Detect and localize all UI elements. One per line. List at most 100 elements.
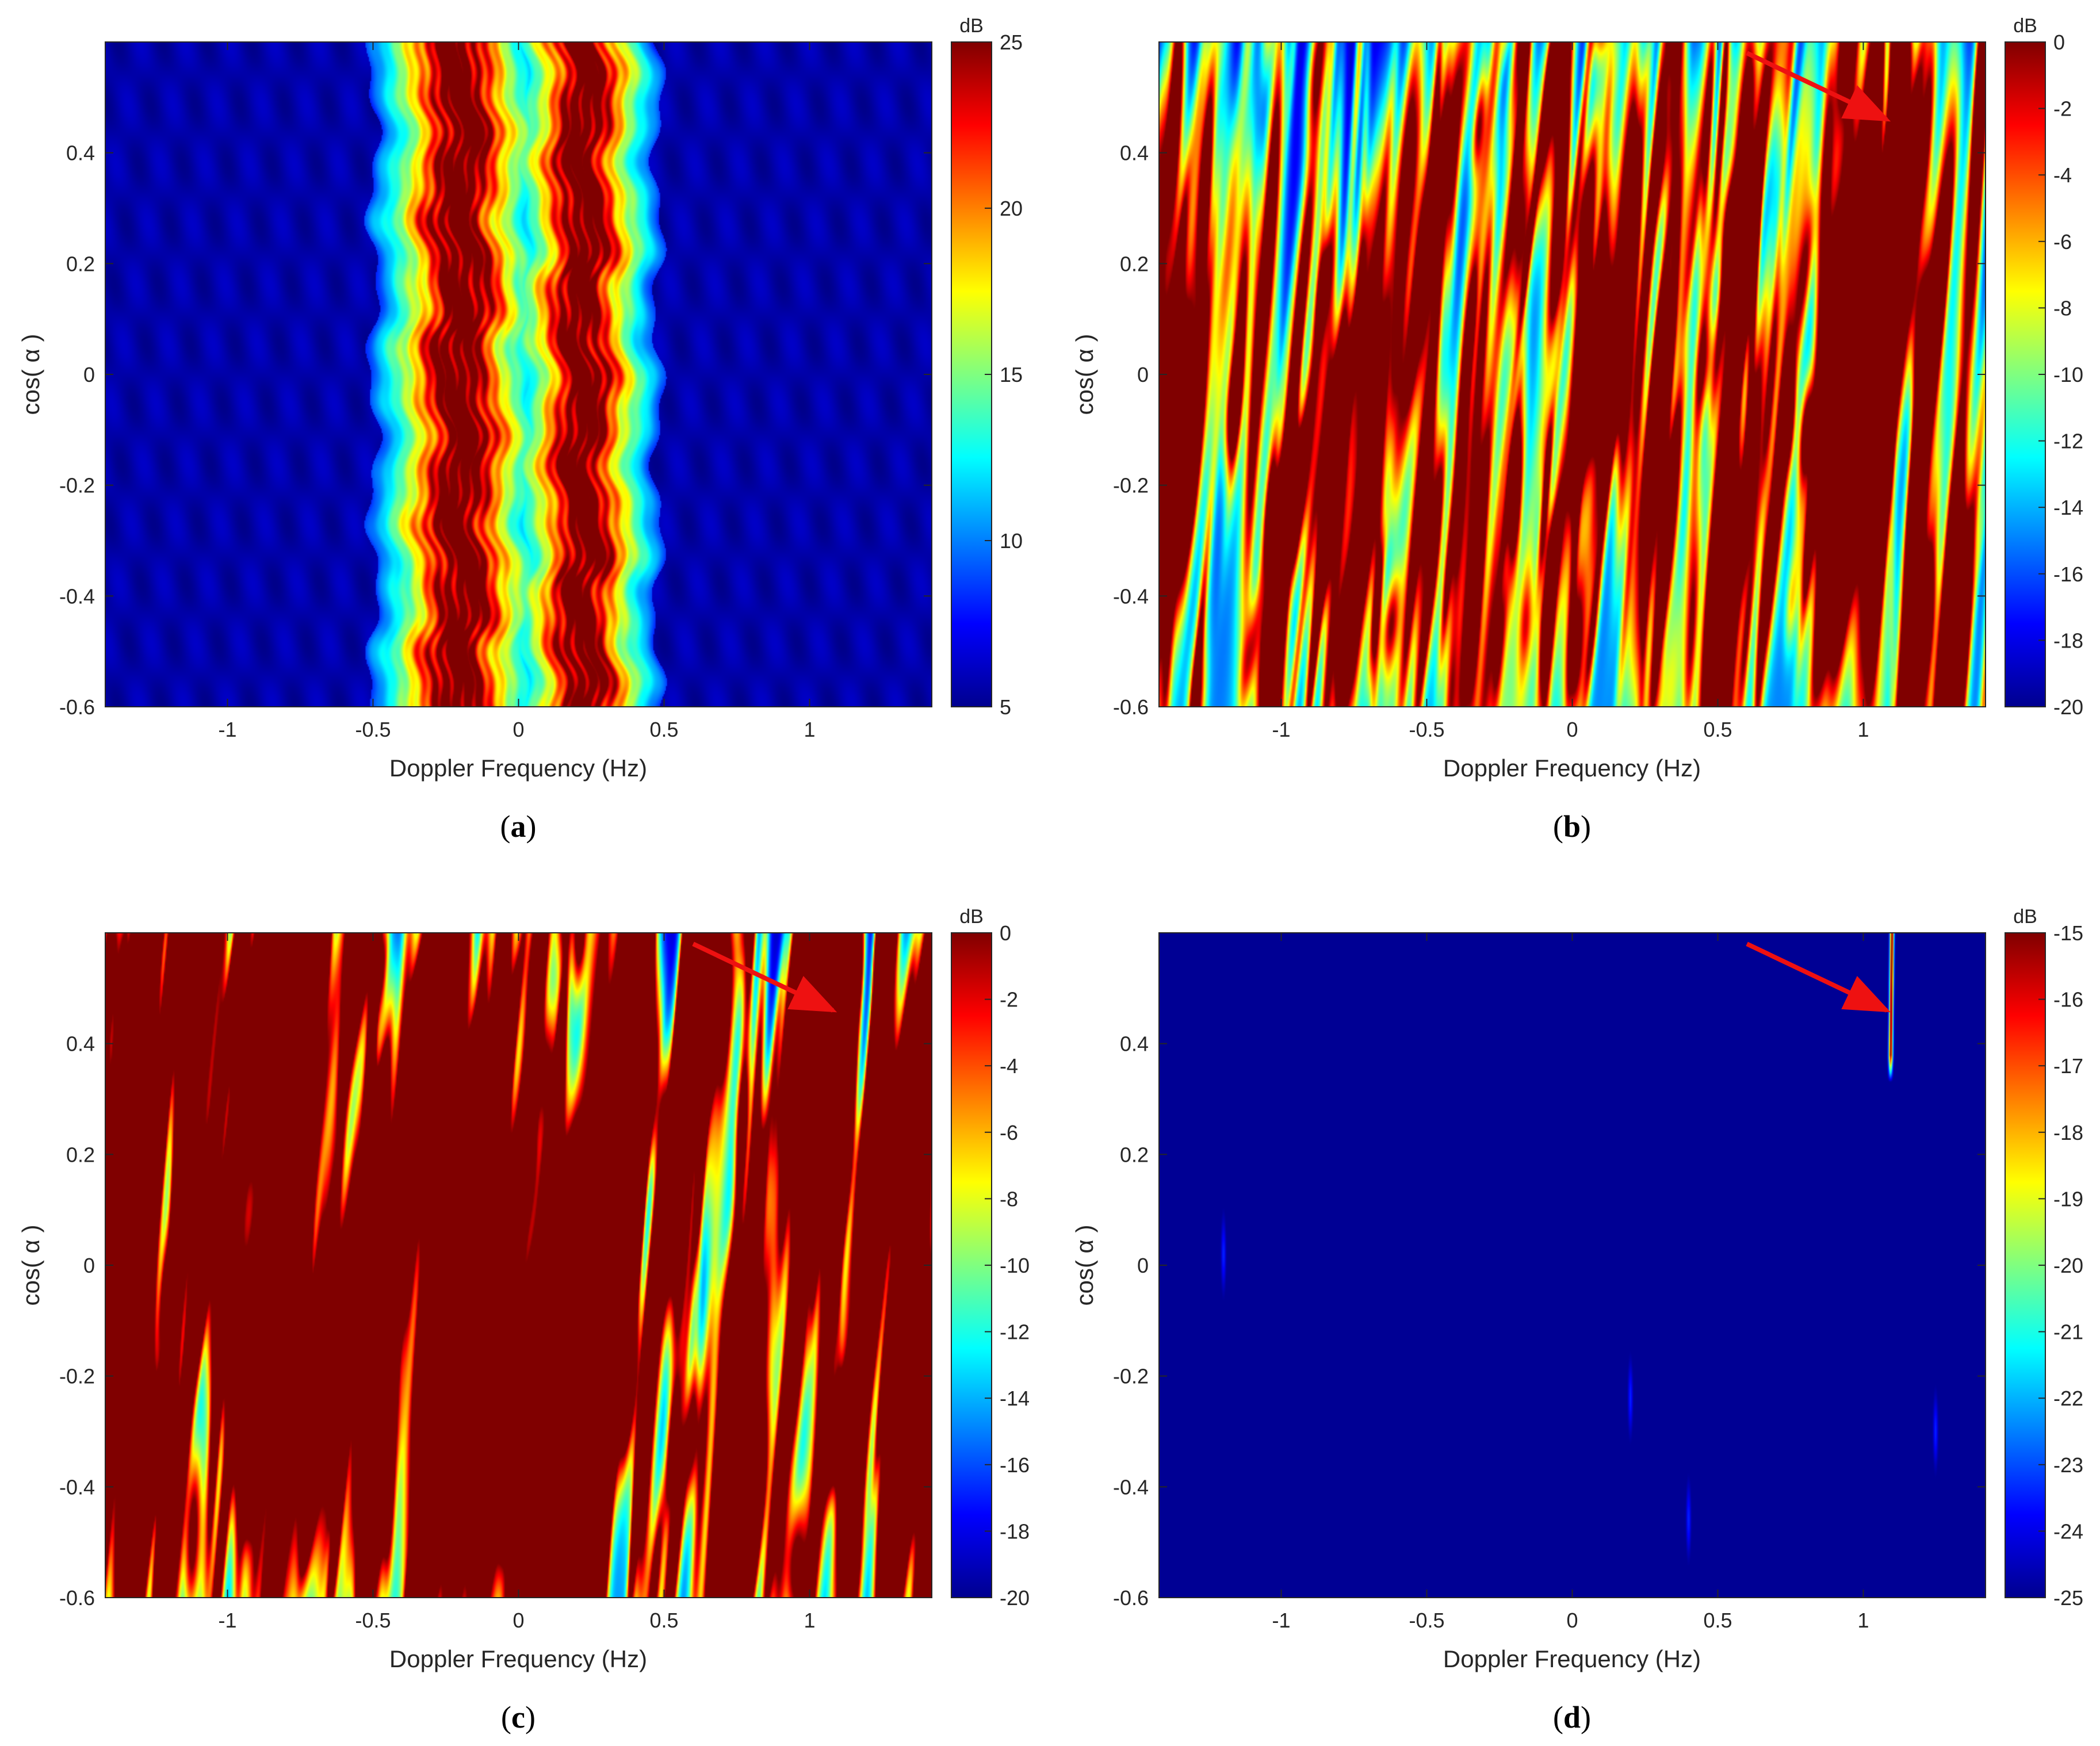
y-axis-label-b: cos( α ) — [1071, 334, 1098, 415]
x-axis-label-b: Doppler Frequency (Hz) — [1443, 755, 1701, 782]
heatmap-b — [1159, 42, 1986, 707]
panel-a: -1 -0.5 0 0.5 1 -0.6 -0.4 -0.2 0 0.2 0.4 Doppler F… — [17, 15, 1023, 844]
subcaption-letter-d: d — [1563, 1700, 1581, 1734]
colorbar-tick-label-b: -2 — [2053, 97, 2072, 121]
annotation-arrow-b — [1746, 51, 1891, 122]
annotation-arrow-d — [1746, 941, 1891, 1013]
colorbar-unit-d: dB — [2013, 906, 2037, 928]
colorbar-tick-label-b: -18 — [2053, 629, 2083, 652]
colorbar-tick-label-b: -20 — [2053, 695, 2083, 719]
colorbar-ticks-a: 5 10 15 20 25 — [985, 30, 1023, 719]
colorbar-tick-label-c: -4 — [1000, 1054, 1018, 1078]
colorbar-tick-label-b: -8 — [2053, 296, 2072, 320]
colorbar-tick-label-a: 10 — [1000, 529, 1023, 553]
colorbar-tick-label-d: -23 — [2053, 1453, 2083, 1477]
colorbar-ticks-b: -20-18-16-14-12-10-8-6-4-20 — [2038, 30, 2083, 719]
x-tick-label-c: 0.5 — [649, 1609, 678, 1632]
subcaption-b: (b) — [1553, 809, 1591, 844]
colorbar-tick-label-c: -16 — [1000, 1453, 1030, 1477]
colorbar-tick-label-b: -6 — [2053, 230, 2072, 254]
subcaption-d: (d) — [1553, 1700, 1591, 1734]
colorbar-tick-label-c: -18 — [1000, 1519, 1030, 1543]
annotation-arrow-c — [692, 941, 837, 1013]
colorbar-tick-label-d: -18 — [2053, 1121, 2083, 1144]
y-tick-label-a: 0.2 — [66, 252, 95, 275]
axes-c: -1 -0.5 0 0.5 1 -0.6 -0.4 -0.2 0 0.2 0.4 — [59, 933, 932, 1632]
x-tick-label-c: -1 — [219, 1609, 237, 1632]
y-tick-label-a: -0.2 — [59, 474, 95, 497]
y-tick-label-b: 0.2 — [1120, 252, 1149, 275]
y-tick-label-d: -0.2 — [1113, 1365, 1149, 1388]
colorbar-tick-label-d: -17 — [2053, 1054, 2083, 1078]
axes-b: -1 -0.5 0 0.5 1 -0.6 -0.4 -0.2 0 0.2 0.4 — [1113, 42, 1986, 741]
x-axis-label-d: Doppler Frequency (Hz) — [1443, 1645, 1701, 1672]
y-tick-label-b: 0.4 — [1120, 141, 1149, 165]
x-tick-label-b: -0.5 — [1409, 718, 1444, 741]
y-tick-label-d: 0 — [1137, 1254, 1149, 1277]
heatmap-d — [1159, 933, 1986, 1598]
y-tick-label-b: -0.2 — [1113, 474, 1149, 497]
colorbar-tick-label-c: -2 — [1000, 988, 1018, 1012]
y-tick-label-c: -0.4 — [59, 1475, 95, 1499]
panel-d: -1 -0.5 0 0.5 1 -0.6 -0.4 -0.2 0 0.2 0.4 Doppler F… — [1071, 906, 2083, 1734]
colorbar-tick-label-c: 0 — [1000, 921, 1011, 945]
x-tick-label-b: -1 — [1272, 718, 1291, 741]
colorbar-tick-label-d: -15 — [2053, 921, 2083, 945]
colorbar-tick-label-d: -25 — [2053, 1586, 2083, 1610]
x-tick-label-c: 0 — [512, 1609, 524, 1632]
colorbar-tick-label-c: -12 — [1000, 1320, 1030, 1344]
x-tick-label-b: 0 — [1566, 718, 1578, 741]
colorbar-tick-label-d: -21 — [2053, 1320, 2083, 1344]
y-tick-label-c: -0.2 — [59, 1365, 95, 1388]
x-tick-label-a: 0 — [512, 718, 524, 741]
x-tick-label-d: -1 — [1272, 1609, 1291, 1632]
y-tick-label-a: -0.4 — [59, 584, 95, 608]
subcaption-a: (a) — [500, 809, 537, 844]
colorbar-tick-label-c: -14 — [1000, 1387, 1030, 1410]
x-tick-label-b: 1 — [1857, 718, 1869, 741]
x-tick-label-a: 1 — [804, 718, 815, 741]
colorbar-ticks-c: -20-18-16-14-12-10-8-6-4-20 — [985, 921, 1030, 1610]
colorbar-tick-label-d: -20 — [2053, 1254, 2083, 1277]
subcaption-c: (c) — [501, 1700, 535, 1734]
x-tick-label-a: -0.5 — [355, 718, 391, 741]
colorbar-tick-label-b: -4 — [2053, 163, 2072, 187]
y-tick-label-a: 0 — [83, 363, 95, 386]
axes-a: -1 -0.5 0 0.5 1 -0.6 -0.4 -0.2 0 0.2 0.4 — [59, 42, 932, 741]
colorbar-tick-label-a: 20 — [1000, 197, 1023, 220]
subcaption-letter-c: c — [511, 1700, 525, 1734]
y-tick-label-a: -0.6 — [59, 695, 95, 719]
colorbar-tick-label-d: -16 — [2053, 988, 2083, 1012]
y-tick-label-b: -0.6 — [1113, 695, 1149, 719]
x-tick-label-d: 0.5 — [1703, 1609, 1732, 1632]
y-tick-label-b: -0.4 — [1113, 584, 1149, 608]
y-tick-label-a: 0.4 — [66, 141, 95, 165]
y-tick-label-d: -0.6 — [1113, 1586, 1149, 1610]
colorbar-ticks-d: -25 -24 -23 -22 -21 -20 -19 -18 -17 -16 -15 — [2038, 921, 2083, 1610]
x-tick-label-b: 0.5 — [1703, 718, 1732, 741]
heatmap-c — [105, 933, 932, 1598]
x-axis-label-c: Doppler Frequency (Hz) — [389, 1645, 647, 1672]
y-tick-label-b: 0 — [1137, 363, 1149, 386]
colorbar-tick-label-b: -12 — [2053, 430, 2083, 453]
heatmap-a — [105, 42, 932, 707]
y-tick-label-d: 0.4 — [1120, 1032, 1149, 1056]
colorbar-tick-label-b: 0 — [2053, 30, 2065, 54]
colorbar-unit-a: dB — [959, 15, 984, 37]
colorbar-tick-label-a: 5 — [1000, 695, 1011, 719]
colorbar-tick-label-d: -22 — [2053, 1387, 2083, 1410]
x-tick-label-a: 0.5 — [649, 718, 678, 741]
subcaption-letter-a: a — [511, 809, 526, 844]
x-tick-label-a: -1 — [219, 718, 237, 741]
axes-d: -1 -0.5 0 0.5 1 -0.6 -0.4 -0.2 0 0.2 0.4 — [1113, 933, 1986, 1632]
colorbar-tick-label-b: -10 — [2053, 363, 2083, 386]
colorbar-tick-label-b: -14 — [2053, 496, 2083, 519]
colorbar-tick-label-d: -19 — [2053, 1187, 2083, 1211]
x-axis-label-a: Doppler Frequency (Hz) — [389, 755, 647, 782]
y-tick-label-d: 0.2 — [1120, 1143, 1149, 1166]
colorbar-tick-label-b: -16 — [2053, 562, 2083, 586]
colorbar-tick-label-a: 25 — [1000, 30, 1023, 54]
panel-c: -1 -0.5 0 0.5 1 -0.6 -0.4 -0.2 0 0.2 0.4 Doppler F… — [17, 906, 1030, 1734]
x-tick-label-c: 1 — [804, 1609, 815, 1632]
